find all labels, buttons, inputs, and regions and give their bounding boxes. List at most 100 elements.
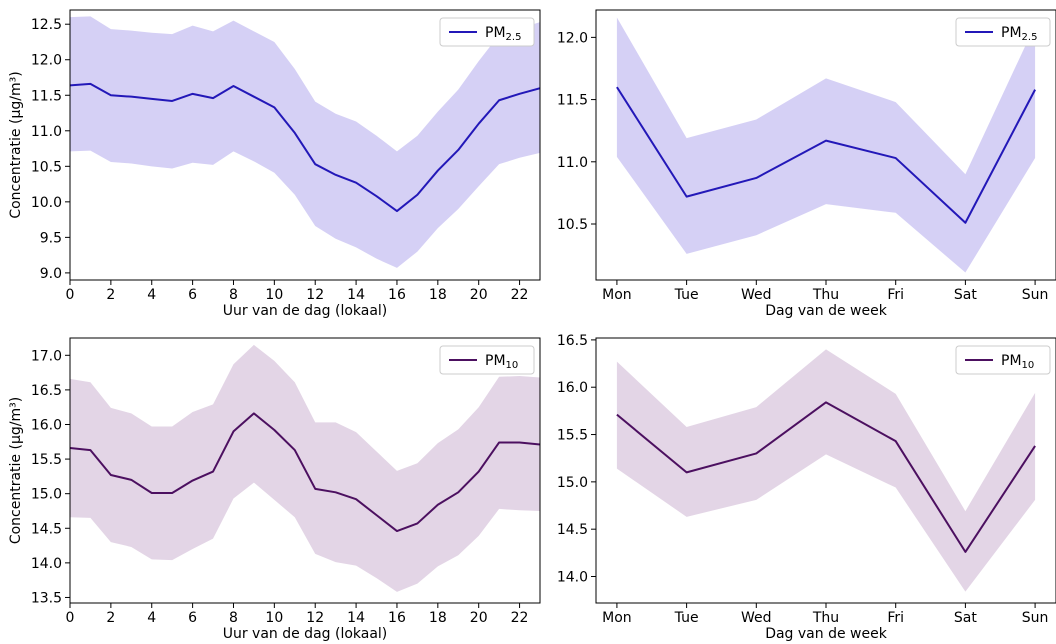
x-tick-label: 22	[511, 610, 529, 626]
plot-area	[616, 349, 1036, 592]
y-tick-label: 11.0	[31, 124, 62, 140]
y-tick-label: 12.0	[557, 30, 588, 46]
plot-area	[70, 16, 540, 268]
y-tick-label: 10.0	[31, 195, 62, 211]
axes-frame	[69, 337, 541, 604]
x-tick-label: 10	[265, 287, 283, 303]
chart-panel: 9.0 9.5 10.0 10.5 11.0 11.5 12.0 12.5 0 2 4 6 8 10 12 1…	[8, 9, 541, 319]
legend-label: PM2.5	[1001, 25, 1037, 43]
x-tick-label: Thu	[812, 610, 839, 626]
y-tick-label: 15.5	[31, 452, 62, 468]
legend-label-subscript: 2.5	[506, 32, 522, 43]
x-tick-label: Sat	[954, 610, 977, 626]
x-tick-label: 8	[229, 287, 238, 303]
x-tick-label: 4	[147, 610, 156, 626]
legend-label-subscript: 10	[506, 360, 519, 371]
x-tick-label: Thu	[812, 287, 839, 303]
x-tick-label: 20	[470, 287, 488, 303]
x-axis-label: Uur van de dag (lokaal)	[223, 626, 388, 642]
x-tick-label: Wed	[741, 287, 772, 303]
x-tick-label: 12	[306, 287, 324, 303]
legend-label-main: PM	[1001, 353, 1022, 369]
y-tick-label: 12.0	[31, 53, 62, 69]
legend-label-main: PM	[1001, 25, 1022, 41]
legend-box	[439, 345, 535, 375]
x-tick-label: 16	[388, 610, 406, 626]
y-tick-label: 17.0	[31, 348, 62, 364]
x-axis-label: Uur van de dag (lokaal)	[223, 303, 388, 319]
x-tick-label: 22	[511, 287, 529, 303]
y-tick-label: 14.5	[557, 522, 588, 538]
x-tick-label: 14	[347, 610, 365, 626]
x-tick-label: 16	[388, 287, 406, 303]
axes-frame	[69, 9, 541, 281]
legend-box	[955, 345, 1051, 375]
x-tick-label: Sun	[1022, 610, 1049, 626]
x-tick-label: 18	[429, 287, 447, 303]
plot-area	[70, 344, 540, 592]
y-axis-label: Concentratie (µg/m³)	[8, 71, 24, 218]
legend-label-subscript: 2.5	[1022, 32, 1038, 43]
legend-label-main: PM	[485, 353, 506, 369]
y-tick-label: 11.5	[557, 93, 588, 109]
y-tick-label: 16.5	[557, 333, 588, 349]
x-tick-label: 0	[66, 287, 75, 303]
y-tick-label: 10.5	[557, 217, 588, 233]
legend-label-main: PM	[485, 25, 506, 41]
y-tick-label: 12.5	[31, 17, 62, 33]
x-tick-label: Tue	[674, 610, 699, 626]
y-tick-label: 9.5	[40, 230, 62, 246]
x-tick-label: Sun	[1022, 287, 1049, 303]
y-tick-label: 15.0	[31, 487, 62, 503]
plot-area	[616, 17, 1036, 273]
y-tick-label: 16.0	[31, 417, 62, 433]
x-tick-label: Fri	[887, 610, 904, 626]
x-tick-label: 2	[106, 610, 115, 626]
x-tick-label: Mon	[602, 610, 632, 626]
x-tick-label: Mon	[602, 287, 632, 303]
x-tick-label: 10	[265, 610, 283, 626]
chart-panel: 14.0 14.5 15.0 15.5 16.0 16.5 Mon Tue Wed Thu Fri S…	[557, 333, 1056, 642]
x-tick-label: Sat	[954, 287, 977, 303]
y-tick-label: 15.0	[557, 475, 588, 491]
y-axis-label: Concentratie (µg/m³)	[8, 397, 24, 544]
x-axis-label: Dag van de week	[765, 626, 888, 642]
legend-label: PM10	[485, 353, 518, 371]
legend-label-subscript: 10	[1022, 360, 1035, 371]
chart-panel: 13.5 14.0 14.5 15.0 15.5 16.0 16.5 17.0 0 2 4 6 8 10 1…	[8, 337, 541, 642]
y-tick-label: 14.0	[31, 556, 62, 572]
x-tick-label: 20	[470, 610, 488, 626]
x-tick-label: Wed	[741, 610, 772, 626]
confidence-band	[70, 16, 540, 268]
x-tick-label: 6	[188, 610, 197, 626]
y-tick-label: 16.0	[557, 380, 588, 396]
y-tick-label: 14.0	[557, 570, 588, 586]
y-tick-label: 10.5	[31, 159, 62, 175]
series-line	[70, 82, 540, 213]
x-axis-label: Dag van de week	[765, 303, 888, 319]
legend-box	[439, 17, 535, 47]
confidence-band	[616, 349, 1036, 592]
y-tick-label: 14.5	[31, 521, 62, 537]
y-tick-label: 15.5	[557, 428, 588, 444]
chart-panel: 10.5 11.0 11.5 12.0 Mon Tue Wed Thu Fri Sat Sun Dag…	[557, 9, 1056, 319]
series-line	[70, 412, 540, 533]
x-tick-label: 0	[66, 610, 75, 626]
y-tick-label: 11.0	[557, 155, 588, 171]
y-tick-label: 16.5	[31, 383, 62, 399]
y-tick-label: 9.0	[40, 266, 62, 282]
y-tick-label: 11.5	[31, 88, 62, 104]
y-tick-label: 13.5	[31, 590, 62, 606]
x-tick-label: Fri	[887, 287, 904, 303]
confidence-band	[616, 17, 1036, 273]
x-tick-label: 4	[147, 287, 156, 303]
x-tick-label: 18	[429, 610, 447, 626]
legend-label: PM10	[1001, 353, 1034, 371]
x-tick-label: 12	[306, 610, 324, 626]
x-tick-label: 14	[347, 287, 365, 303]
x-tick-label: Tue	[674, 287, 699, 303]
legend-box	[955, 17, 1051, 47]
legend-label: PM2.5	[485, 25, 521, 43]
x-tick-label: 6	[188, 287, 197, 303]
